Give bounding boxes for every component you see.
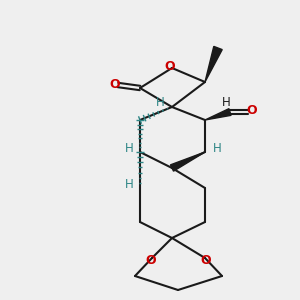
Text: O: O: [201, 254, 211, 266]
Polygon shape: [205, 109, 231, 120]
Polygon shape: [205, 46, 222, 82]
Text: O: O: [146, 254, 156, 266]
Text: H: H: [222, 95, 230, 109]
Text: O: O: [165, 61, 175, 74]
Text: H: H: [124, 142, 134, 154]
Text: H: H: [156, 97, 164, 110]
Text: H: H: [213, 142, 221, 154]
Text: O: O: [247, 104, 257, 118]
Text: H: H: [124, 178, 134, 190]
Text: O: O: [110, 77, 120, 91]
Polygon shape: [170, 152, 205, 171]
